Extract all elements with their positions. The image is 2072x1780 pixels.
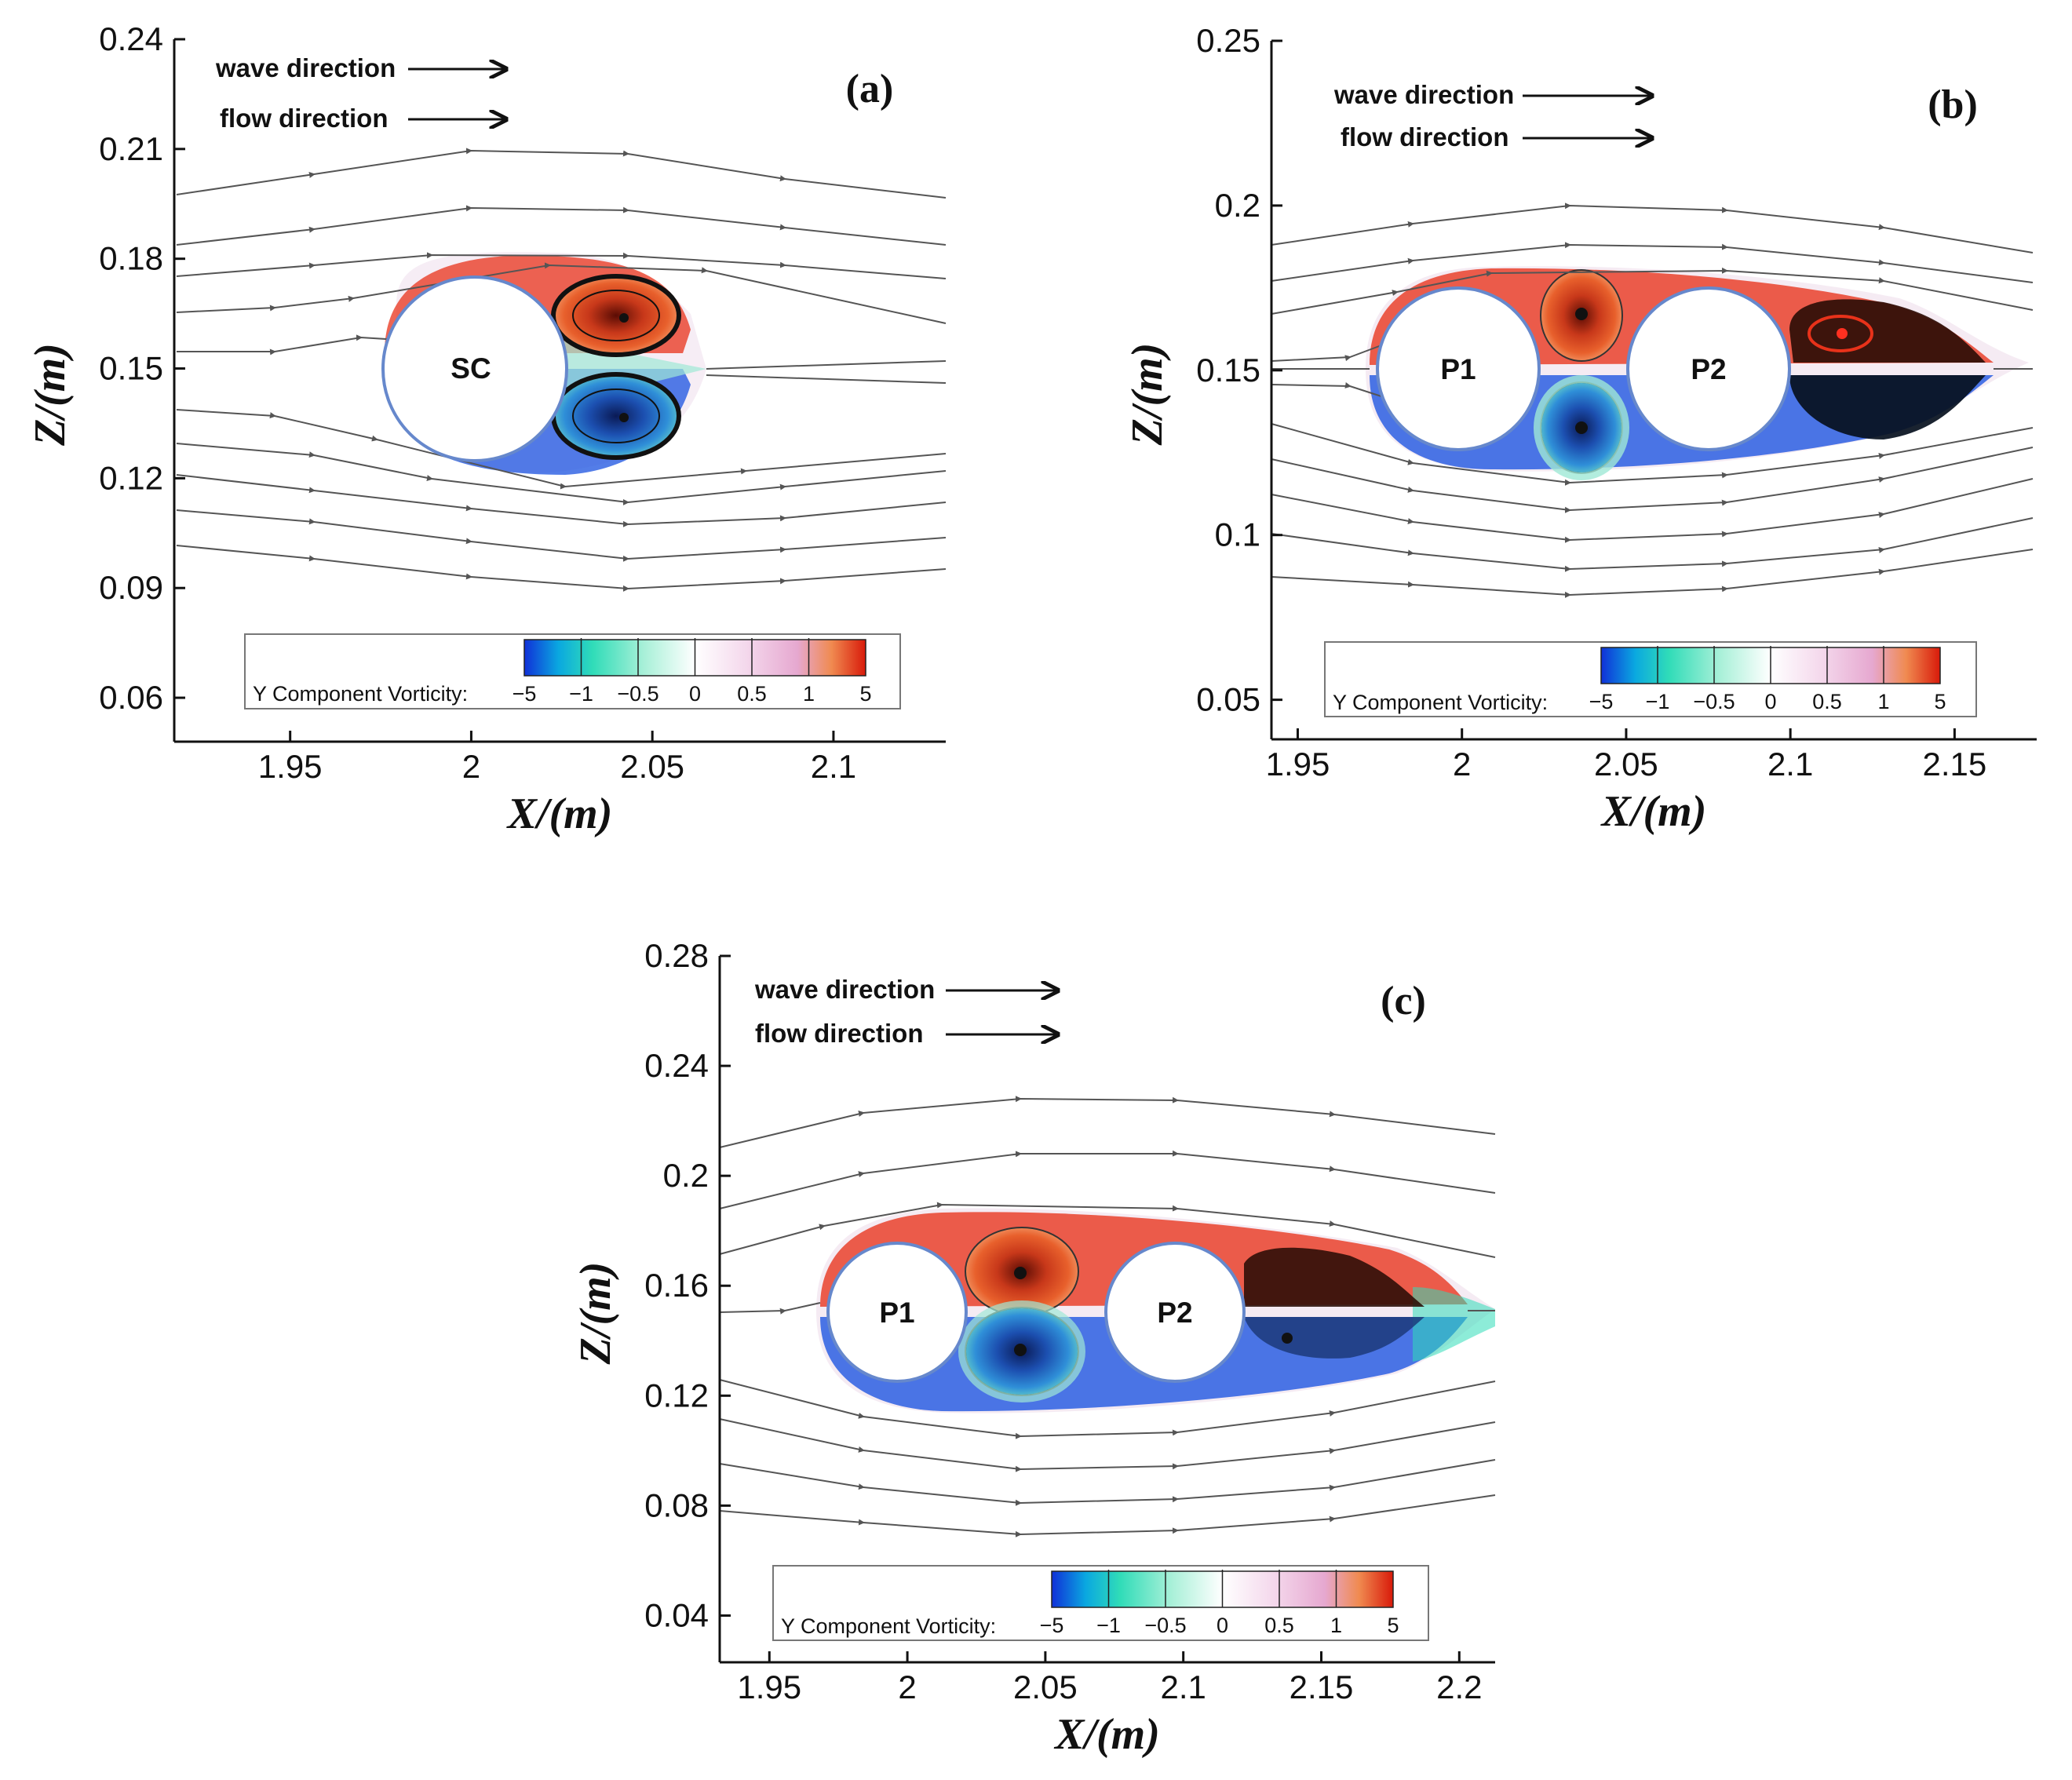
cylinder-sc — [381, 275, 568, 462]
panel-label: (a) — [846, 67, 894, 111]
x-tick-label: 1.95 — [1266, 746, 1330, 782]
legend-level-label: −5 — [513, 682, 537, 706]
y-tick-label: 0.15 — [99, 350, 163, 387]
y-tick-label: 0.06 — [99, 679, 163, 716]
cylinder-p2 — [1104, 1242, 1246, 1383]
flow-direction-label: flow direction — [755, 1019, 924, 1048]
legend-level-label: 0.5 — [1264, 1614, 1294, 1637]
y-tick-label: 0.16 — [644, 1267, 709, 1304]
y-axis-label: Z/(m) — [26, 343, 75, 447]
x-tick-label: 2 — [898, 1669, 916, 1705]
y-tick-label: 0.18 — [99, 240, 163, 277]
cylinder-label: P1 — [1440, 353, 1476, 385]
y-tick-label: 0.12 — [644, 1377, 709, 1413]
x-axis-label: X/(m) — [506, 790, 613, 838]
legend-title: Y Component Vorticity: — [253, 682, 468, 706]
legend-level-label: 5 — [1387, 1614, 1399, 1637]
y-tick-label: 0.24 — [644, 1047, 709, 1084]
y-tick-label: 0.1 — [1215, 516, 1260, 553]
y-tick-label: 0.08 — [644, 1486, 709, 1523]
legend-box: Y Component Vorticity: −5 −1 −0.5 0 0.5 1 5 — [772, 1565, 1429, 1641]
cylinder-label: SC — [451, 352, 491, 385]
cylinder-label: P2 — [1691, 353, 1726, 385]
y-tick-label: 0.25 — [1196, 22, 1260, 59]
x-tick-label: 2.1 — [811, 748, 856, 785]
x-tick-label: 2 — [462, 748, 480, 785]
x-tick-label: 2.1 — [1767, 746, 1813, 782]
cylinder-label: P2 — [1157, 1297, 1192, 1329]
panel-label: (b) — [1928, 82, 1978, 127]
legend-level-label: −5 — [1589, 690, 1614, 713]
legend-level-label: 1 — [803, 682, 815, 706]
wave-direction-label: wave direction — [215, 53, 396, 82]
x-axis-label: X/(m) — [1053, 1710, 1160, 1759]
y-tick-label: 0.28 — [644, 937, 709, 974]
panel-c: P1 P2 wave direction flow direction (c) … — [571, 937, 1496, 1759]
y-tick-label: 0.21 — [99, 130, 163, 167]
y-axis-label: Z/(m) — [1123, 343, 1172, 447]
x-tick-label: 2.2 — [1436, 1669, 1482, 1705]
wave-direction-label: wave direction — [754, 975, 935, 1004]
y-tick-label: 0.05 — [1196, 681, 1260, 718]
y-tick-label: 0.2 — [663, 1157, 709, 1194]
legend-level-label: 1 — [1330, 1614, 1342, 1637]
legend-level-label: 0 — [1217, 1614, 1228, 1637]
legend-box: Y Component Vorticity: −5 −1 −0.5 0 0.5 1 5 — [244, 633, 901, 709]
legend-level-label: −5 — [1040, 1614, 1064, 1637]
x-tick-label: 2.15 — [1290, 1669, 1354, 1705]
y-tick-label: 0.09 — [99, 569, 163, 606]
flow-direction-label: flow direction — [220, 104, 388, 133]
x-tick-label: 2.1 — [1160, 1669, 1206, 1705]
panel-b: P1 P2 wave direction flow direction (b) … — [1123, 22, 2037, 836]
legend-level-label: −1 — [569, 682, 593, 706]
legend-level-label: −0.5 — [1144, 1614, 1186, 1637]
cylinder-p1 — [826, 1242, 968, 1383]
legend-level-label: 5 — [859, 682, 871, 706]
legend-level-label: 0.5 — [737, 682, 767, 706]
legend-level-label: −1 — [1646, 690, 1670, 713]
legend-level-label: 1 — [1877, 690, 1889, 713]
y-tick-label: 0.04 — [644, 1596, 709, 1633]
x-axis-label: X/(m) — [1600, 787, 1707, 836]
y-axis-label: Z/(m) — [571, 1262, 620, 1366]
y-tick-label: 0.12 — [99, 459, 163, 496]
legend-box: Y Component Vorticity: −5 −1 −0.5 0 0.5 1 5 — [1324, 641, 1977, 717]
panel-a: SC wave direction flow direction (a) Y C… — [26, 20, 947, 838]
x-tick-label: 2.05 — [1594, 746, 1658, 782]
x-tick-label: 2 — [1453, 746, 1471, 782]
wave-direction-label: wave direction — [1333, 80, 1514, 109]
x-tick-label: 1.95 — [258, 748, 323, 785]
legend-level-label: −1 — [1096, 1614, 1121, 1637]
y-tick-label: 0.15 — [1196, 352, 1260, 388]
y-tick-label: 0.2 — [1215, 187, 1260, 224]
legend-level-label: −0.5 — [617, 682, 658, 706]
cylinder-p2 — [1626, 286, 1791, 451]
cylinder-label: P1 — [879, 1297, 914, 1329]
legend-title: Y Component Vorticity: — [1333, 691, 1548, 714]
cylinder-p1 — [1376, 286, 1541, 451]
x-tick-label: 2.15 — [1923, 746, 1987, 782]
legend-level-label: 0 — [689, 682, 701, 706]
legend-title: Y Component Vorticity: — [781, 1614, 996, 1638]
legend-level-label: −0.5 — [1693, 690, 1735, 713]
x-tick-label: 2.05 — [620, 748, 684, 785]
flow-direction-label: flow direction — [1341, 122, 1509, 151]
y-tick-label: 0.24 — [99, 20, 163, 57]
legend-level-label: 5 — [1934, 690, 1946, 713]
legend-level-label: 0.5 — [1812, 690, 1842, 713]
panel-label: (c) — [1381, 979, 1426, 1023]
x-tick-label: 2.05 — [1013, 1669, 1078, 1705]
x-tick-label: 1.95 — [737, 1669, 801, 1705]
legend-level-label: 0 — [1764, 690, 1776, 713]
